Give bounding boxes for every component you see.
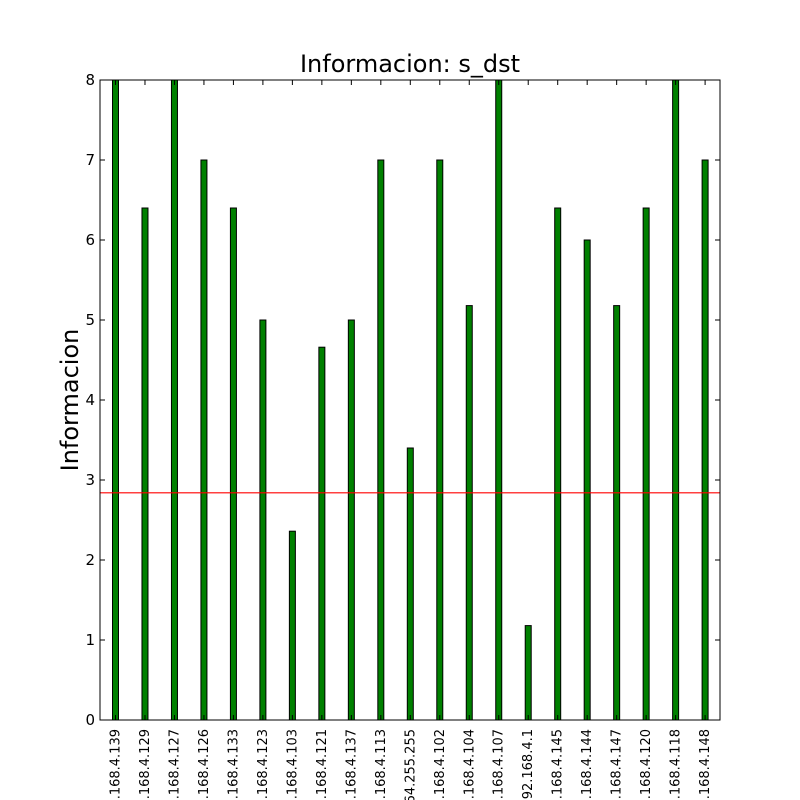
bars-group — [112, 79, 709, 721]
bar — [701, 159, 709, 721]
x-tick-label: .168.4.118 — [669, 729, 684, 799]
bar — [288, 530, 296, 721]
x-tick-label: .168.4.103 — [285, 729, 300, 799]
bar — [347, 319, 355, 721]
y-axis-label: Informacion — [56, 329, 84, 472]
x-tick-label: .168.4.144 — [580, 729, 595, 799]
y-tick-label: 1 — [85, 631, 95, 649]
bar — [583, 239, 591, 721]
x-tick-label: .168.4.129 — [138, 729, 153, 799]
x-tick-label: 92.168.4.1 — [521, 729, 536, 799]
x-tick-label: .168.4.145 — [551, 729, 566, 799]
bar — [377, 159, 385, 721]
bar — [672, 79, 680, 721]
bar — [200, 159, 208, 721]
bar — [170, 79, 178, 721]
bar — [465, 305, 473, 721]
y-tick-label: 3 — [85, 471, 95, 489]
y-tick-label: 0 — [85, 711, 95, 729]
bar — [112, 79, 119, 721]
x-tick-label: .168.4.121 — [315, 729, 330, 799]
bar — [554, 207, 562, 721]
x-tick-label: .168.4.123 — [256, 729, 271, 799]
plot-frame — [99, 79, 721, 721]
y-tick-label: 8 — [85, 71, 95, 89]
x-tick-label: .168.4.113 — [374, 729, 389, 799]
bar — [642, 207, 650, 721]
y-tick-label: 7 — [85, 151, 95, 169]
x-tick-label: .168.4.120 — [639, 729, 654, 799]
x-tick-label: .168.4.148 — [698, 729, 713, 799]
x-tick-label: .168.4.126 — [197, 729, 212, 799]
bar — [524, 625, 532, 721]
x-tick-label: .168.4.104 — [462, 729, 477, 799]
bar — [613, 305, 621, 721]
x-tick-label: .168.4.107 — [492, 729, 507, 799]
x-tick-label: .168.4.147 — [610, 729, 625, 799]
bar — [141, 207, 149, 721]
chart-title: Informacion: s_dst — [300, 50, 520, 78]
bar — [259, 319, 267, 721]
y-tick-label: 2 — [85, 551, 95, 569]
bar — [406, 447, 414, 721]
x-tick-label: .168.4.139 — [109, 729, 124, 799]
y-axis: 0 1 2 3 4 5 6 7 8 — [85, 71, 720, 729]
x-tick-label: .168.4.133 — [226, 729, 241, 799]
x-tick-label: .168.4.102 — [433, 729, 448, 799]
bar — [318, 346, 326, 721]
x-tick-label: 64.255.255 — [403, 729, 418, 800]
y-tick-label: 4 — [85, 391, 95, 409]
x-tick-label: .168.4.127 — [167, 729, 182, 799]
x-tick-label: .168.4.137 — [344, 729, 359, 799]
x-axis: .168.4.139 .168.4.129 .168.4.127 .168.4.126… — [109, 80, 713, 800]
y-tick-label: 6 — [85, 231, 95, 249]
y-tick-label: 5 — [85, 311, 95, 329]
bar — [436, 159, 444, 721]
bar — [495, 79, 503, 721]
bar — [229, 207, 237, 721]
